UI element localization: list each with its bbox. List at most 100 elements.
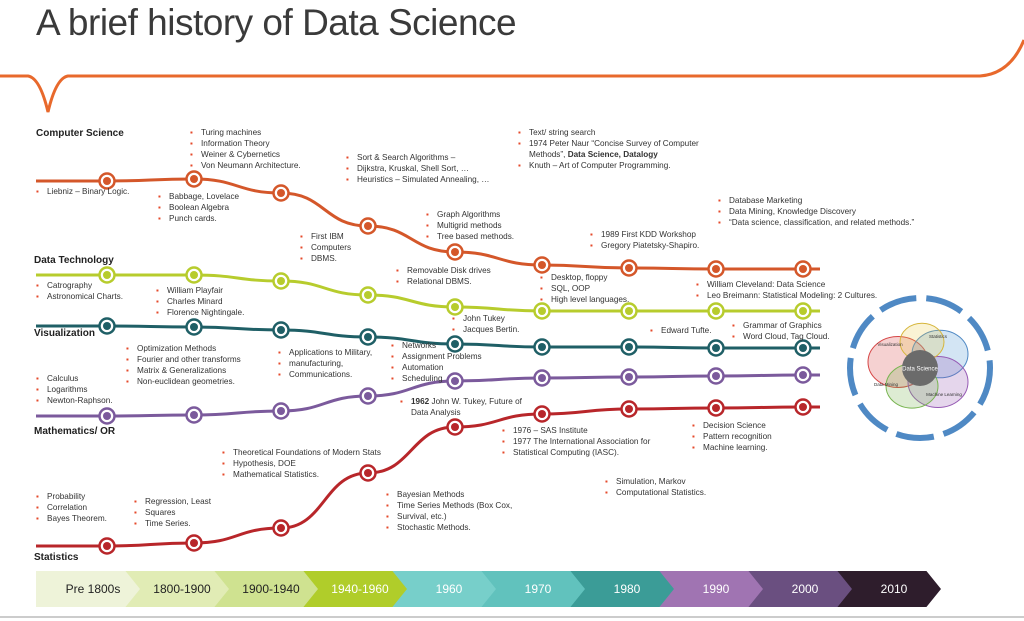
note-dt-1980: ▪ 1989 First KDD Workshop ▪ Gregory Piatets… bbox=[590, 230, 699, 252]
bullet-icon: ▪ bbox=[650, 326, 653, 335]
bullet-icon: ▪ bbox=[540, 283, 543, 293]
note-line: ▪ Heuristics – Simulated Annealing, … bbox=[346, 174, 490, 184]
timeline-node bbox=[794, 366, 812, 384]
bullet-icon: ▪ bbox=[718, 196, 721, 205]
bullet-icon: ▪ bbox=[590, 230, 593, 239]
note-or-1960: ▪ Networks ▪ Assignment Problems ▪ Automation… bbox=[391, 341, 482, 385]
note-line: ▪ Applications to Military, bbox=[278, 348, 373, 357]
note-vis-2000: ▪ Grammar of Graphics ▪ Word Cloud, Tag Clo… bbox=[732, 321, 830, 343]
note-line: ▪ Graph Algorithms bbox=[426, 210, 501, 219]
bullet-icon: ▪ bbox=[452, 324, 455, 334]
bullet-icon: ▪ bbox=[692, 431, 695, 441]
bullet-icon: ▪ bbox=[386, 490, 389, 499]
bullet-icon: ▪ bbox=[605, 477, 608, 486]
note-line: ▪ 1989 First KDD Workshop bbox=[590, 230, 696, 239]
note-or-1800: ▪ Optimization Methods ▪ Fourier and other … bbox=[126, 344, 241, 388]
note-line: ▪ Survival, etc.) bbox=[386, 511, 447, 521]
timeline-node bbox=[98, 537, 116, 555]
bullet-icon: ▪ bbox=[696, 280, 699, 289]
bullet-icon: ▪ bbox=[36, 374, 39, 383]
note-st-pre: ▪ Probability ▪ Correlation ▪ Bayes Theorem. bbox=[36, 492, 107, 525]
note-line: ▪ Turing machines bbox=[190, 128, 262, 137]
bullet-icon: ▪ bbox=[692, 442, 695, 452]
note-line: ▪ William Playfair bbox=[156, 286, 223, 295]
bullet-icon: ▪ bbox=[346, 163, 349, 173]
note-cs-1900: ▪ Turing machines ▪ Information Theory ▪ Wein… bbox=[190, 128, 301, 172]
note-line: ▪ Jacques Bertin. bbox=[452, 324, 520, 334]
bullet-icon: ▪ bbox=[134, 497, 137, 506]
lane-label-data-technology: Data Technology bbox=[34, 255, 114, 266]
timeline-node bbox=[707, 260, 725, 278]
note-line: ▪ Statistical Computing (IASC). bbox=[502, 447, 620, 457]
timeline-node bbox=[620, 368, 638, 386]
bullet-icon: ▪ bbox=[222, 458, 225, 468]
bullet-icon: ▪ bbox=[222, 448, 225, 457]
bullet-icon: ▪ bbox=[190, 138, 193, 148]
note-line: ▪ DBMS. bbox=[300, 253, 337, 263]
bullet-icon: ▪ bbox=[156, 296, 159, 306]
era-chevron: 1940-1960 bbox=[303, 571, 407, 607]
bullet-icon: ▪ bbox=[134, 507, 137, 517]
bullet-icon: ▪ bbox=[278, 348, 281, 357]
note-line: ▪ Assignment Problems bbox=[391, 351, 482, 361]
venn-label: Data Mining bbox=[874, 382, 899, 387]
note-dt-1960: ▪ Removable Disk drives ▪ Relational DBMS. bbox=[396, 266, 491, 288]
bullet-icon: ▪ bbox=[696, 290, 699, 300]
note-line: ▪ Tree based methods. bbox=[426, 231, 515, 241]
note-dt-1970: ▪ Desktop, floppy ▪ SQL, OOP ▪ High level lan… bbox=[540, 273, 629, 306]
note-line: ▪ manufacturing, bbox=[278, 358, 344, 368]
data-science-venn-diagram: Data Science Visualization Statistics Machi… bbox=[847, 295, 993, 441]
note-line: ▪ Desktop, floppy bbox=[540, 273, 608, 282]
timeline-node bbox=[620, 259, 638, 277]
timeline-node bbox=[533, 302, 551, 320]
bullet-icon: ▪ bbox=[391, 373, 394, 383]
bullet-icon: ▪ bbox=[36, 384, 39, 394]
note-line: ▪ Edward Tufte. bbox=[650, 326, 712, 335]
timeline-node bbox=[98, 266, 116, 284]
bullet-icon: ▪ bbox=[426, 210, 429, 219]
timeline-node bbox=[185, 266, 203, 284]
timeline-node bbox=[98, 317, 116, 335]
timeline-node bbox=[794, 260, 812, 278]
venn-label: Statistics bbox=[929, 334, 948, 339]
note-line: ▪ Optimization Methods bbox=[126, 344, 217, 353]
bullet-icon: ▪ bbox=[396, 276, 399, 286]
note-line: ▪ “Data science, classification, and rela… bbox=[718, 217, 915, 227]
timeline-node bbox=[533, 369, 551, 387]
timeline-node bbox=[794, 302, 812, 320]
note-line: ▪ 1977 The International Association for bbox=[502, 436, 651, 446]
bullet-icon: ▪ bbox=[36, 281, 39, 290]
note-line: ▪ Liebniz – Binary Logic. bbox=[36, 187, 130, 196]
bullet-icon: ▪ bbox=[126, 344, 129, 353]
note-line: ▪ Fourier and other transforms bbox=[126, 354, 241, 364]
venn-label: Machine Learning bbox=[926, 392, 962, 397]
note-cs-1940: ▪ Sort & Search Algorithms – ▪ Dijkstra, Kr… bbox=[346, 153, 489, 186]
bullet-icon: ▪ bbox=[36, 502, 39, 512]
bullet-icon: ▪ bbox=[158, 202, 161, 212]
bullet-icon: ▪ bbox=[426, 220, 429, 230]
note-cs-2000: ▪ Database Marketing ▪ Data Mining, Knowled… bbox=[718, 196, 914, 229]
note-line: ▪ Catrography bbox=[36, 281, 93, 290]
header-banner-curve bbox=[0, 39, 1024, 113]
timeline-node bbox=[707, 399, 725, 417]
note-line: ▪ William Cleveland: Data Science bbox=[696, 280, 826, 289]
note-line: ▪ Time Series. bbox=[134, 518, 191, 528]
note-cs-1970: ▪ Text/ string search ▪ 1974 Peter Naur “C… bbox=[518, 128, 699, 170]
note-line: ▪ Automation bbox=[391, 362, 444, 372]
bullet-icon: ▪ bbox=[605, 487, 608, 497]
note-vis-pre: ▪ Catrography ▪ Astronomical Charts. bbox=[36, 281, 123, 303]
era-chevron: 1970 bbox=[481, 571, 585, 607]
bullet-icon: ▪ bbox=[156, 286, 159, 295]
timeline-node bbox=[533, 338, 551, 356]
bullet-icon: ▪ bbox=[732, 321, 735, 330]
timeline-node bbox=[185, 406, 203, 424]
bullet-icon: ▪ bbox=[391, 341, 394, 350]
note-line: ▪ 1976 – SAS Institute bbox=[502, 426, 588, 435]
timeline-node bbox=[794, 339, 812, 357]
timeline-node bbox=[185, 534, 203, 552]
bullet-icon: ▪ bbox=[158, 192, 161, 201]
timeline-node bbox=[359, 217, 377, 235]
timeline-node bbox=[98, 172, 116, 190]
bullet-icon: ▪ bbox=[36, 187, 39, 196]
